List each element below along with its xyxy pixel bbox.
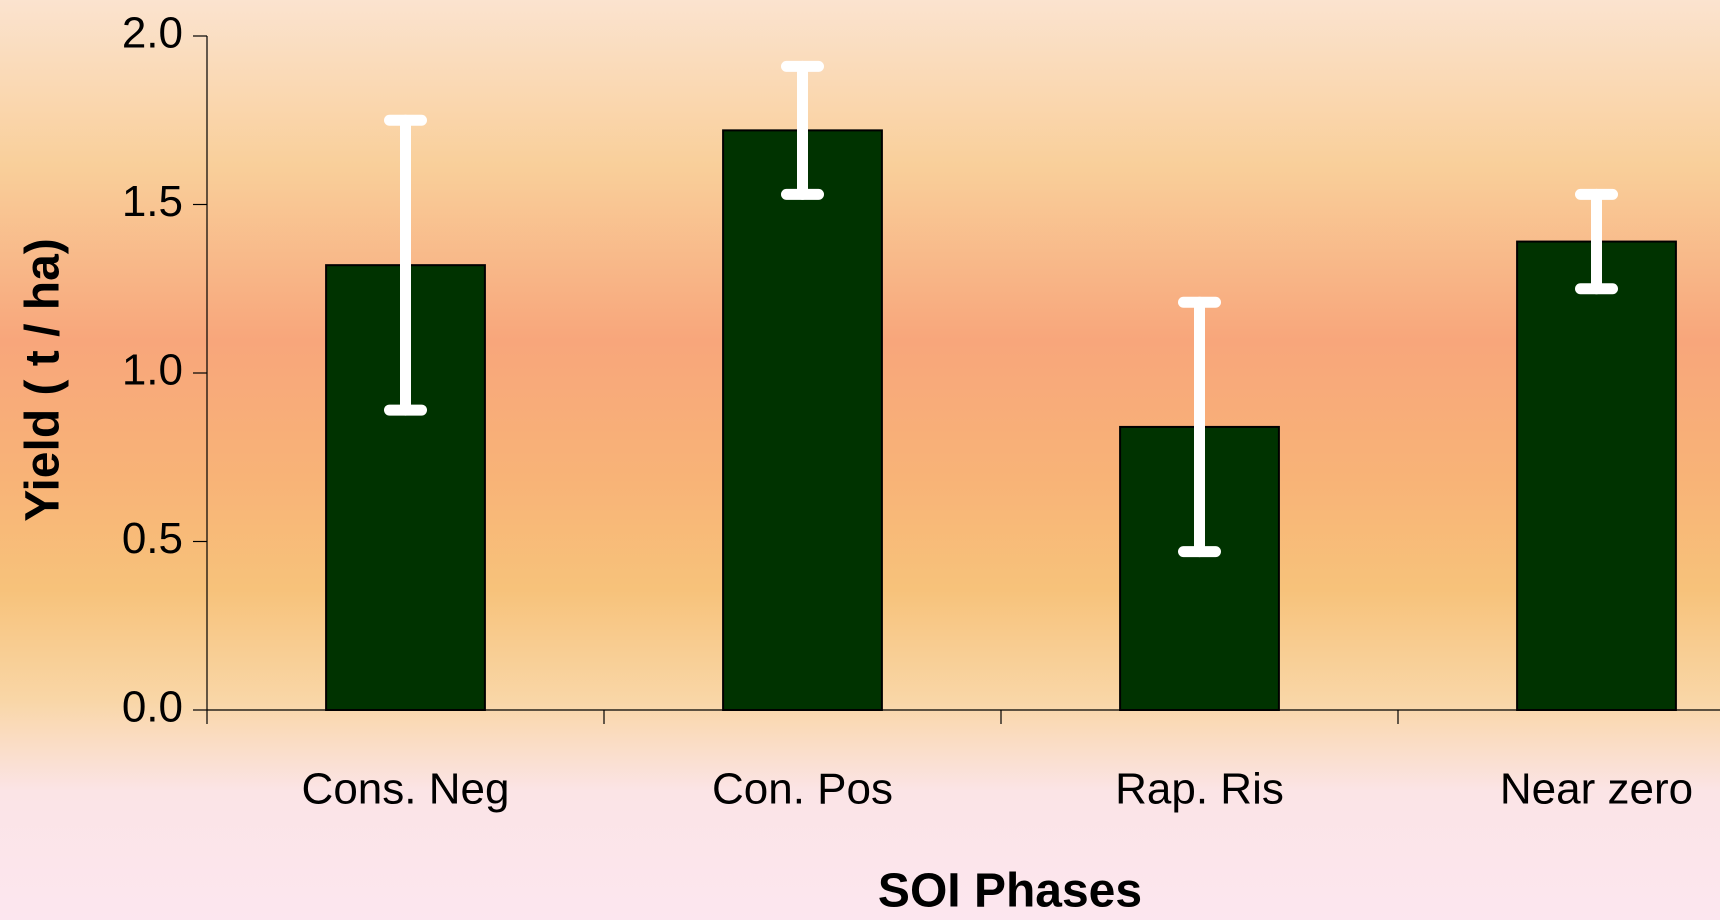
- y-tick-label: 2.0: [122, 9, 183, 58]
- y-tick-label: 1.5: [122, 177, 183, 226]
- error-bar: [384, 114, 427, 416]
- error-bar: [781, 60, 824, 200]
- bar: [722, 129, 883, 712]
- x-tick-label: Rap. Ris: [1115, 765, 1284, 814]
- x-tick-label: Near zero: [1500, 765, 1693, 814]
- error-bar: [1178, 296, 1221, 558]
- y-axis-title: Yield ( t / ha): [17, 238, 70, 522]
- y-tick-label: 0.0: [122, 683, 183, 732]
- error-bar: [1575, 188, 1618, 295]
- y-tick-label: 1.0: [122, 346, 183, 395]
- x-axis-title: SOI Phases: [878, 865, 1142, 918]
- x-tick-label: Con. Pos: [712, 765, 893, 814]
- bar: [1516, 240, 1677, 711]
- y-tick-label: 0.5: [122, 514, 183, 563]
- x-tick-label: Cons. Neg: [302, 765, 510, 814]
